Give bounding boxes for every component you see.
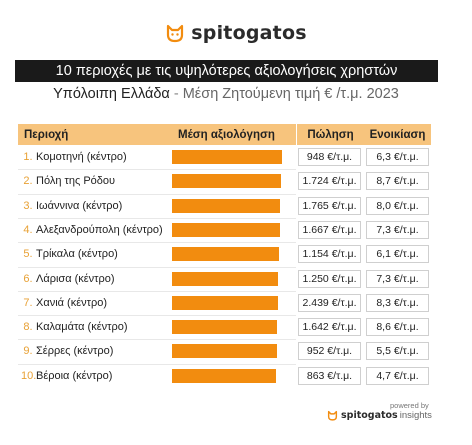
rank-number: 3. [23, 199, 33, 212]
row-divider [18, 266, 296, 268]
header-sale: Πώληση [307, 128, 354, 141]
sale-price: 1.765 €/τ.μ. [298, 196, 361, 215]
area-name: Χανιά (κέντρο) [36, 296, 108, 309]
row-divider [18, 363, 296, 365]
rank-number: 6. [23, 272, 33, 285]
powered-by: powered by [390, 401, 429, 410]
rating-bar [172, 368, 276, 383]
sale-price: 1.154 €/τ.μ. [298, 245, 361, 264]
rating-bar [172, 271, 278, 286]
area-name: Αλεξανδρούπολη (κέντρο) [36, 223, 163, 236]
row-divider [18, 217, 296, 219]
row-divider [18, 290, 296, 292]
area-name: Πόλη της Ρόδου [36, 175, 116, 188]
area-name: Καλαμάτα (κέντρο) [36, 321, 128, 334]
row-divider [18, 339, 296, 341]
footer-brand-name: spitogatos [341, 410, 398, 421]
area-name: Σέρρες (κέντρο) [36, 345, 114, 358]
chart-title: 10 περιοχές με τις υψηλότερες αξιολογήσε… [15, 60, 438, 82]
row-divider [18, 315, 296, 317]
sale-price: 2.439 €/τ.μ. [298, 293, 361, 312]
row-divider [18, 193, 296, 195]
area-name: Ιωάννινα (κέντρο) [36, 199, 123, 212]
rank-number: 1. [23, 151, 33, 163]
row-divider [18, 242, 296, 244]
rank-number: 5. [23, 248, 33, 261]
rent-price: 8,3 €/τ.μ. [366, 293, 429, 312]
row-divider [18, 169, 296, 171]
area-name: Βέροια (κέντρο) [36, 369, 113, 382]
rent-price: 6,3 €/τ.μ. [366, 148, 429, 166]
rank-number: 10. [21, 369, 37, 382]
area-name: Λάρισα (κέντρο) [36, 272, 115, 285]
rent-price: 6,1 €/τ.μ. [366, 245, 429, 264]
table-header-left: Περιοχή Μέση αξιολόγηση [18, 124, 296, 145]
rating-bar [172, 344, 277, 359]
area-name: Τρίκαλα (κέντρο) [36, 248, 118, 261]
rent-price: 4,7 €/τ.μ. [366, 366, 429, 385]
rank-number: 2. [23, 175, 33, 188]
brand-logo: spitogatos [0, 22, 472, 44]
rating-bar [172, 247, 279, 262]
rating-bar [172, 150, 282, 164]
header-rating: Μέση αξιολόγηση [178, 128, 275, 141]
cat-face-icon [327, 410, 338, 421]
sale-price: 863 €/τ.μ. [298, 366, 361, 385]
rent-price: 7,3 €/τ.μ. [366, 269, 429, 288]
subtitle-detail: Μέση Ζητούμενη τιμή € /τ.μ. 2023 [182, 86, 399, 102]
rank-number: 8. [23, 321, 33, 334]
footer-brand: spitogatos insights [327, 410, 432, 421]
rank-number: 9. [23, 345, 33, 358]
cat-face-icon [167, 24, 184, 43]
chart-subtitle: Υπόλοιπη Ελλάδα - Μέση Ζητούμενη τιμή € … [0, 86, 452, 102]
header-area: Περιοχή [24, 128, 69, 141]
sale-price: 1.642 €/τ.μ. [298, 318, 361, 337]
rent-price: 5,5 €/τ.μ. [366, 342, 429, 361]
sale-price: 1.724 €/τ.μ. [298, 172, 361, 191]
sale-price: 1.667 €/τ.μ. [298, 220, 361, 239]
sale-price: 952 €/τ.μ. [298, 342, 361, 361]
subtitle-separator: - [169, 86, 183, 102]
rating-bar [172, 295, 278, 310]
rent-price: 8,7 €/τ.μ. [366, 172, 429, 191]
brand-name: spitogatos [191, 22, 307, 44]
rating-bar [172, 320, 277, 335]
area-name: Κομοτηνή (κέντρο) [36, 151, 127, 163]
sale-price: 948 €/τ.μ. [298, 148, 361, 166]
table-header-right: Πώληση Ενοικίαση [297, 124, 431, 145]
footer-brand-suffix: insights [399, 410, 432, 421]
subtitle-region: Υπόλοιπη Ελλάδα [53, 86, 170, 102]
rent-price: 8,6 €/τ.μ. [366, 318, 429, 337]
rating-bar [172, 222, 280, 237]
rank-number: 7. [23, 296, 33, 309]
rent-price: 7,3 €/τ.μ. [366, 220, 429, 239]
rating-bar [172, 198, 280, 213]
rent-price: 8,0 €/τ.μ. [366, 196, 429, 215]
sale-price: 1.250 €/τ.μ. [298, 269, 361, 288]
rank-number: 4. [23, 223, 33, 236]
header-rent: Ενοικίαση [369, 128, 426, 141]
rating-bar [172, 174, 281, 189]
